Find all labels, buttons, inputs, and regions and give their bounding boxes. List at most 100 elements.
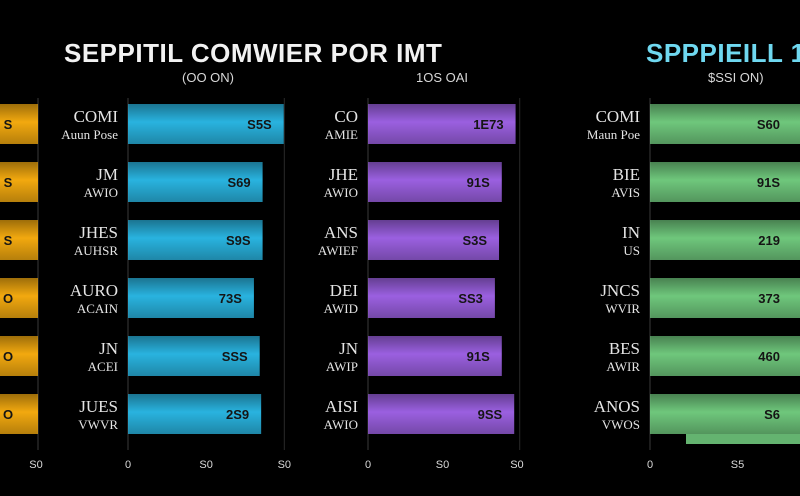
category-label-panel-2-row-5: AISI xyxy=(325,397,358,416)
category-sublabel-panel-2-row-4: AWIP xyxy=(326,359,358,374)
bar-panel-0-row-3 xyxy=(0,278,38,318)
category-label-panel-2-row-0: CO xyxy=(334,107,358,126)
bar-panel-3-row-4 xyxy=(650,336,800,376)
subtitle-first: (OO ON) xyxy=(182,70,234,85)
x-tick-panel-1-2: S0 xyxy=(278,459,291,471)
bar-panel-1-row-0 xyxy=(128,104,284,144)
category-label-panel-2-row-3: DEI xyxy=(330,281,359,300)
value-label-panel-1-row-1: S69 xyxy=(227,175,250,190)
value-label-panel-1-row-4: SSS xyxy=(222,349,248,364)
category-label-panel-1-row-4: JN xyxy=(99,339,118,358)
value-label-panel-0-row-1: S xyxy=(4,175,13,190)
category-sublabel-panel-3-row-1: AVIS xyxy=(611,185,640,200)
subtitle-third: $SSI ON) xyxy=(708,70,764,85)
value-label-panel-3-row-4: 460 xyxy=(758,349,780,364)
bar-panel-3-row-5 xyxy=(650,394,800,434)
value-label-panel-3-row-0: S60 xyxy=(757,117,780,132)
bar-panel-2-row-1 xyxy=(368,162,502,202)
bar-panel-3-row-1 xyxy=(650,162,800,202)
category-sublabel-panel-2-row-2: AWIEF xyxy=(318,243,358,258)
category-sublabel-panel-2-row-5: AWIO xyxy=(324,417,358,432)
x-tick-panel-3-0: 0 xyxy=(647,459,653,471)
category-label-panel-3-row-0: COMI xyxy=(596,107,641,126)
category-label-panel-2-row-1: JHE xyxy=(329,165,358,184)
value-label-panel-3-row-2: 219 xyxy=(758,233,780,248)
category-label-panel-1-row-1: JM xyxy=(96,165,118,184)
category-sublabel-panel-2-row-0: AMIE xyxy=(325,127,358,142)
bar-panel-2-row-0 xyxy=(368,104,516,144)
value-label-panel-1-row-3: 73S xyxy=(219,291,242,306)
bar-panel-0-row-4 xyxy=(0,336,38,376)
x-tick-panel-2-1: S0 xyxy=(436,459,449,471)
category-sublabel-panel-1-row-2: AUHSR xyxy=(74,243,118,258)
bar-panel-2-row-5 xyxy=(368,394,515,434)
value-label-panel-0-row-5: O xyxy=(3,407,13,422)
value-label-panel-0-row-3: O xyxy=(3,291,13,306)
value-label-panel-2-row-0: 1E73 xyxy=(473,117,503,132)
chart-title-left: SEPPITIL COMWIER POR IMT xyxy=(64,38,443,68)
bar-panel-0-row-0 xyxy=(0,104,38,144)
panel-3-footer-strip xyxy=(686,434,800,444)
category-label-panel-3-row-2: IN xyxy=(622,223,640,242)
value-label-panel-2-row-3: SS3 xyxy=(458,291,483,306)
value-label-panel-0-row-0: S xyxy=(4,117,13,132)
bar-panel-2-row-4 xyxy=(368,336,502,376)
category-sublabel-panel-3-row-3: WVIR xyxy=(605,301,640,316)
bar-panel-2-row-3 xyxy=(368,278,495,318)
category-sublabel-panel-1-row-1: AWIO xyxy=(84,185,118,200)
category-label-panel-3-row-1: BIE xyxy=(613,165,640,184)
category-label-panel-3-row-5: ANOS xyxy=(594,397,640,416)
bar-panel-0-row-5 xyxy=(0,394,38,434)
category-label-panel-1-row-3: AURO xyxy=(70,281,118,300)
x-tick-panel-3-1: S5 xyxy=(731,459,744,471)
value-label-panel-1-row-5: 2S9 xyxy=(226,407,249,422)
chart-title-right: SPPPIEILL 190 xyxy=(646,38,800,68)
bar-panel-0-row-1 xyxy=(0,162,38,202)
bar-panel-3-row-2 xyxy=(650,220,800,260)
category-sublabel-panel-1-row-3: ACAIN xyxy=(77,301,119,316)
category-sublabel-panel-2-row-1: AWIO xyxy=(324,185,358,200)
category-label-panel-1-row-0: COMI xyxy=(74,107,119,126)
bar-panel-3-row-3 xyxy=(650,278,800,318)
subtitle-second: 1OS OAI xyxy=(416,70,469,85)
category-label-panel-2-row-4: JN xyxy=(339,339,358,358)
category-label-panel-3-row-3: JNCS xyxy=(600,281,640,300)
value-label-panel-3-row-3: 373 xyxy=(758,291,780,306)
bar-panel-1-row-2 xyxy=(128,220,263,260)
category-label-panel-1-row-5: JUES xyxy=(79,397,118,416)
x-tick-panel-2-0: 0 xyxy=(365,459,371,471)
bar-panel-1-row-5 xyxy=(128,394,262,434)
value-label-panel-2-row-5: 9SS xyxy=(478,407,503,422)
x-tick-panel-1-0: 0 xyxy=(125,459,131,471)
value-label-panel-3-row-5: S6 xyxy=(764,407,780,422)
category-label-panel-1-row-2: JHES xyxy=(79,223,118,242)
category-sublabel-panel-1-row-0: Auun Pose xyxy=(61,127,118,142)
x-tick-panel-2-2: S0 xyxy=(510,459,523,471)
category-sublabel-panel-1-row-4: ACEI xyxy=(88,359,118,374)
value-label-panel-2-row-2: S3S xyxy=(462,233,487,248)
category-sublabel-panel-3-row-0: Maun Poe xyxy=(587,127,640,142)
category-sublabel-panel-3-row-4: AWIR xyxy=(606,359,640,374)
category-label-panel-3-row-4: BES xyxy=(609,339,640,358)
category-sublabel-panel-1-row-5: VWVR xyxy=(78,417,118,432)
category-sublabel-panel-3-row-5: VWOS xyxy=(602,417,640,432)
category-sublabel-panel-2-row-3: AWID xyxy=(324,301,358,316)
bar-panel-1-row-1 xyxy=(128,162,263,202)
x-tick-panel-1-1: S0 xyxy=(199,459,212,471)
value-label-panel-2-row-4: 91S xyxy=(467,349,490,364)
value-label-panel-1-row-0: S5S xyxy=(247,117,272,132)
category-sublabel-panel-3-row-2: US xyxy=(623,243,640,258)
value-label-panel-3-row-1: 91S xyxy=(757,175,780,190)
value-label-panel-0-row-2: S xyxy=(4,233,13,248)
bar-panel-1-row-3 xyxy=(128,278,254,318)
bar-panel-2-row-2 xyxy=(368,220,500,260)
value-label-panel-1-row-2: S9S xyxy=(226,233,251,248)
bar-panel-0-row-2 xyxy=(0,220,38,260)
x-tick-panel-0-0: S0 xyxy=(29,459,42,471)
category-label-panel-2-row-2: ANS xyxy=(324,223,358,242)
bar-panel-3-row-0 xyxy=(650,104,800,144)
value-label-panel-0-row-4: O xyxy=(3,349,13,364)
value-label-panel-2-row-1: 91S xyxy=(467,175,490,190)
